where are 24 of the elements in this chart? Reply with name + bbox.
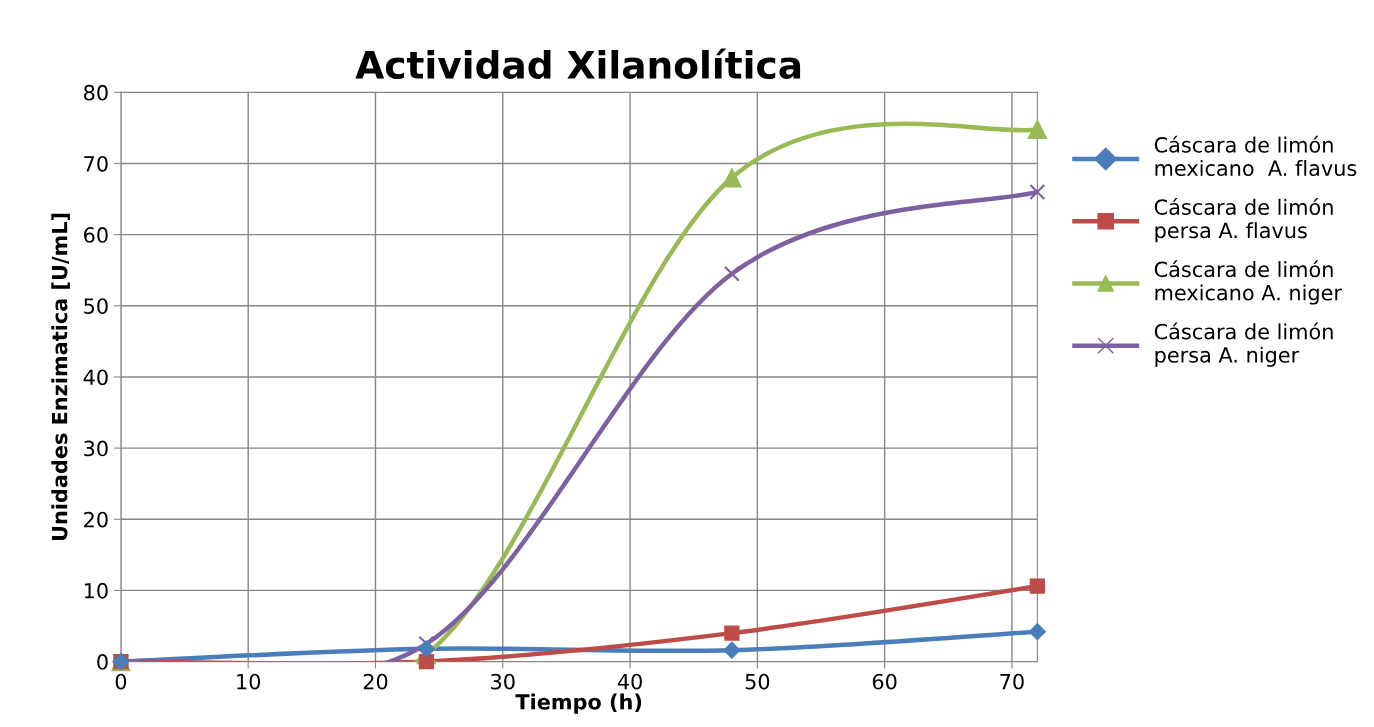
x-axis-title: Tiempo (h) bbox=[515, 693, 642, 714]
y-tick-label: 20 bbox=[84, 511, 108, 528]
chart-title: Actividad Xilanolítica bbox=[355, 48, 801, 79]
y-tick-label: 70 bbox=[84, 155, 108, 172]
y-tick-label: 10 bbox=[84, 582, 108, 599]
x-tick-label: 0 bbox=[115, 673, 127, 690]
y-tick-label: 0 bbox=[97, 654, 108, 670]
y-tick-label: 60 bbox=[84, 227, 108, 243]
legend-label: Cáscara de limón mexicano A. niger bbox=[1154, 260, 1342, 305]
x-tick-label: 30 bbox=[491, 673, 515, 690]
x-tick-label: 20 bbox=[363, 673, 388, 690]
legend-label: Cáscara de limón persa A. niger bbox=[1154, 322, 1333, 367]
legend-label: Cáscara de limón mexicano A. flavus bbox=[1154, 135, 1357, 177]
x-tick-label: 10 bbox=[237, 673, 261, 690]
y-axis-title: Unidades Enzimatica [U/mL] bbox=[51, 213, 70, 541]
y-tick-label: 50 bbox=[84, 298, 108, 315]
x-tick-label: 50 bbox=[745, 673, 770, 690]
x-tick-label: 40 bbox=[617, 673, 642, 690]
legend-label: Cáscara de limón persa A. flavus bbox=[1154, 198, 1333, 243]
x-tick-label: 60 bbox=[872, 673, 897, 690]
y-tick-label: 80 bbox=[84, 84, 108, 101]
y-tick-label: 40 bbox=[83, 369, 108, 386]
x-tick-label: 70 bbox=[1000, 673, 1024, 690]
y-tick-label: 30 bbox=[84, 440, 108, 457]
